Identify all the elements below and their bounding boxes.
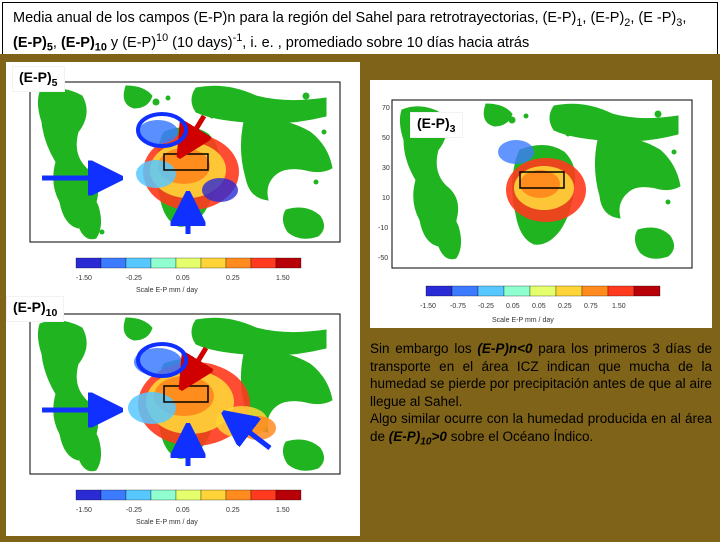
svg-text:10: 10 bbox=[382, 195, 390, 202]
map-panel-ep10: (E-P)10 bbox=[6, 296, 360, 528]
panel-label-ep5: (E-P)5 bbox=[12, 66, 65, 92]
lbl-ep10-s: 10 bbox=[46, 307, 58, 319]
hdr-t5: , bbox=[53, 34, 61, 50]
map-panel-ep5: (E-P)5 bbox=[6, 62, 360, 294]
svg-text:0.75: 0.75 bbox=[584, 303, 598, 310]
svg-text:1.50: 1.50 bbox=[612, 303, 626, 310]
svg-text:-0.25: -0.25 bbox=[126, 507, 142, 514]
svg-text:70: 70 bbox=[382, 105, 390, 112]
panel-label-ep10: (E-P)10 bbox=[6, 296, 64, 322]
svg-text:1.50: 1.50 bbox=[276, 275, 290, 282]
svg-text:0.05: 0.05 bbox=[532, 303, 546, 310]
hdr-t2: , (E-P) bbox=[582, 10, 624, 26]
lbl-ep3-s: 3 bbox=[450, 123, 456, 135]
svg-text:Scale E-P mm / day: Scale E-P mm / day bbox=[136, 287, 198, 294]
hdr-sup10: 10 bbox=[156, 32, 168, 44]
svg-text:0.05: 0.05 bbox=[176, 507, 190, 514]
para2-b: sobre el Océano Índico. bbox=[447, 429, 593, 444]
svg-text:0.05: 0.05 bbox=[506, 303, 520, 310]
svg-text:0.25: 0.25 bbox=[226, 275, 240, 282]
hdr-supm1: -1 bbox=[233, 32, 243, 44]
svg-text:Scale E-P mm / day: Scale E-P mm / day bbox=[492, 317, 554, 324]
svg-text:-0.75: -0.75 bbox=[450, 303, 466, 310]
svg-text:-50: -50 bbox=[378, 255, 388, 262]
left-column: (E-P)5 bbox=[6, 62, 360, 536]
hdr-t1: Media anual de los campos (E-P)n para la… bbox=[13, 10, 576, 26]
hdr-t7: (10 days) bbox=[168, 34, 232, 50]
panel-label-ep3: (E-P)3 bbox=[410, 112, 463, 138]
lbl-ep10-a: (E-P) bbox=[13, 299, 46, 315]
map-panel-ep3: (E-P)3 bbox=[370, 80, 712, 328]
hdr-t3: , (E -P) bbox=[630, 10, 676, 26]
para1-it: (E-P)n<0 bbox=[477, 341, 532, 356]
para2-sub: 10 bbox=[420, 436, 431, 447]
para2-gt: >0 bbox=[432, 429, 447, 444]
svg-text:-0.25: -0.25 bbox=[126, 275, 142, 282]
lbl-ep5-a: (E-P) bbox=[19, 69, 52, 85]
svg-text:30: 30 bbox=[382, 165, 390, 172]
header-caption: Media anual de los campos (E-P)n para la… bbox=[2, 2, 718, 62]
hdr-t4: , bbox=[682, 10, 686, 26]
right-column: (E-P)3 bbox=[370, 62, 712, 536]
hdr-b2a: (E-P) bbox=[61, 34, 95, 50]
hdr-tail: , i. e. , promediado sobre 10 días hacia… bbox=[242, 34, 529, 50]
hdr-b1a: (E-P) bbox=[13, 34, 47, 50]
hdr-b2s: 10 bbox=[95, 41, 107, 53]
para2-it: (E-P) bbox=[389, 429, 421, 444]
hdr-t6: y (E-P) bbox=[107, 34, 156, 50]
svg-text:0.25: 0.25 bbox=[226, 507, 240, 514]
lbl-ep5-s: 5 bbox=[52, 77, 58, 89]
content-area: (E-P)5 bbox=[0, 54, 720, 542]
svg-text:-0.25: -0.25 bbox=[478, 303, 494, 310]
explanatory-paragraph: Sin embargo los (E-P)n<0 para los primer… bbox=[370, 340, 712, 449]
map-ep10-svg: -1.50 -0.25 0.05 0.25 1.50 Scale E-P mm … bbox=[6, 296, 360, 528]
svg-text:0.25: 0.25 bbox=[558, 303, 572, 310]
svg-text:Scale E-P mm / day: Scale E-P mm / day bbox=[136, 519, 198, 526]
svg-text:-10: -10 bbox=[378, 225, 388, 232]
svg-text:-1.50: -1.50 bbox=[420, 303, 436, 310]
para1-a: Sin embargo los bbox=[370, 341, 477, 356]
svg-text:-1.50: -1.50 bbox=[76, 507, 92, 514]
svg-text:50: 50 bbox=[382, 135, 390, 142]
svg-text:-1.50: -1.50 bbox=[76, 275, 92, 282]
svg-text:0.05: 0.05 bbox=[176, 275, 190, 282]
svg-text:1.50: 1.50 bbox=[276, 507, 290, 514]
map-ep5-svg: -1.50 -0.25 0.05 0.25 1.50 Scale E-P mm … bbox=[6, 62, 360, 294]
lbl-ep3-a: (E-P) bbox=[417, 115, 450, 131]
